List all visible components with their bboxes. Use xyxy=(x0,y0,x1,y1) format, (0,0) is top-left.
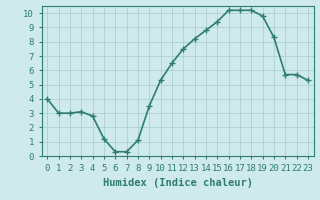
X-axis label: Humidex (Indice chaleur): Humidex (Indice chaleur) xyxy=(103,178,252,188)
